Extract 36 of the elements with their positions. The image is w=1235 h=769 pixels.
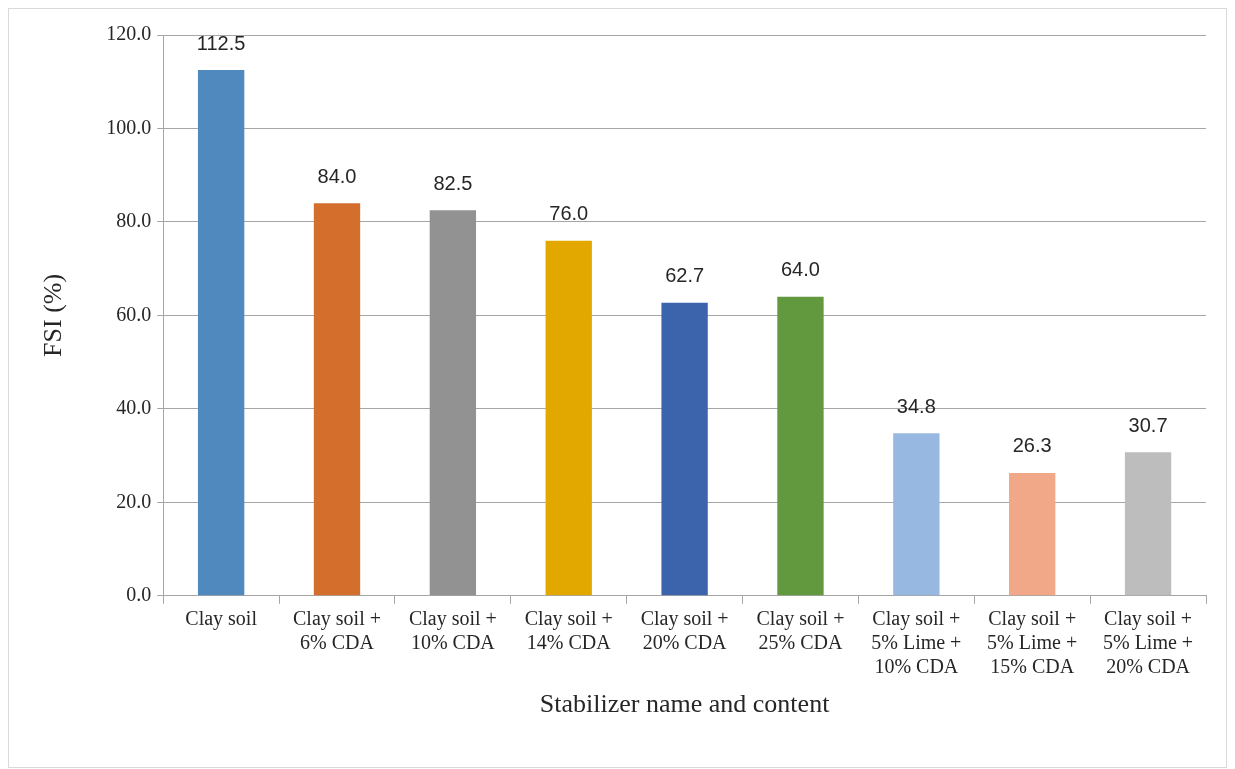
y-tick-label: 60.0 — [116, 302, 152, 325]
bar — [1124, 452, 1172, 596]
x-tick-label: Clay soil + 14% CDA — [524, 607, 613, 654]
y-tick-label: 20.0 — [116, 489, 152, 512]
data-label: 34.8 — [896, 394, 936, 417]
bar — [661, 302, 708, 596]
data-label: 76.0 — [549, 202, 589, 225]
bar — [545, 240, 592, 596]
data-label: 30.7 — [1128, 413, 1168, 436]
bar — [197, 70, 245, 596]
data-label: 112.5 — [196, 31, 246, 54]
x-tick-label: Clay soil + 5% Lime + 15% CDA — [987, 607, 1078, 678]
x-tick-label: Clay soil + 25% CDA — [756, 607, 845, 654]
data-label: 62.7 — [665, 264, 705, 287]
x-tick-label: Clay soil — [185, 607, 258, 631]
data-label: 84.0 — [317, 164, 357, 187]
bar — [1009, 472, 1056, 596]
bar — [893, 433, 940, 596]
y-tick-label: 100.0 — [106, 115, 152, 138]
x-tick-label: Clay soil + 10% CDA — [408, 607, 497, 654]
bar — [429, 210, 477, 596]
x-tick-label: Clay soil + 6% CDA — [293, 607, 381, 654]
y-tick-label: 0.0 — [126, 583, 152, 606]
y-tick-label: 40.0 — [116, 396, 152, 419]
x-tick-label: Clay soil + 5% Lime + 20% CDA — [1102, 607, 1194, 678]
data-label: 26.3 — [1012, 434, 1052, 457]
y-axis-title: FSI (%) — [38, 273, 68, 357]
y-tick-label: 120.0 — [106, 22, 152, 45]
bar — [777, 296, 824, 596]
data-label: 82.5 — [433, 171, 473, 194]
y-tick-label: 80.0 — [116, 209, 152, 232]
x-axis-title: Stabilizer name and content — [539, 689, 831, 719]
x-tick-label: Clay soil + 5% Lime + 10% CDA — [871, 607, 962, 678]
x-tick-label: Clay soil + 20% CDA — [640, 607, 729, 654]
data-label: 64.0 — [781, 258, 820, 281]
bar — [313, 203, 361, 596]
